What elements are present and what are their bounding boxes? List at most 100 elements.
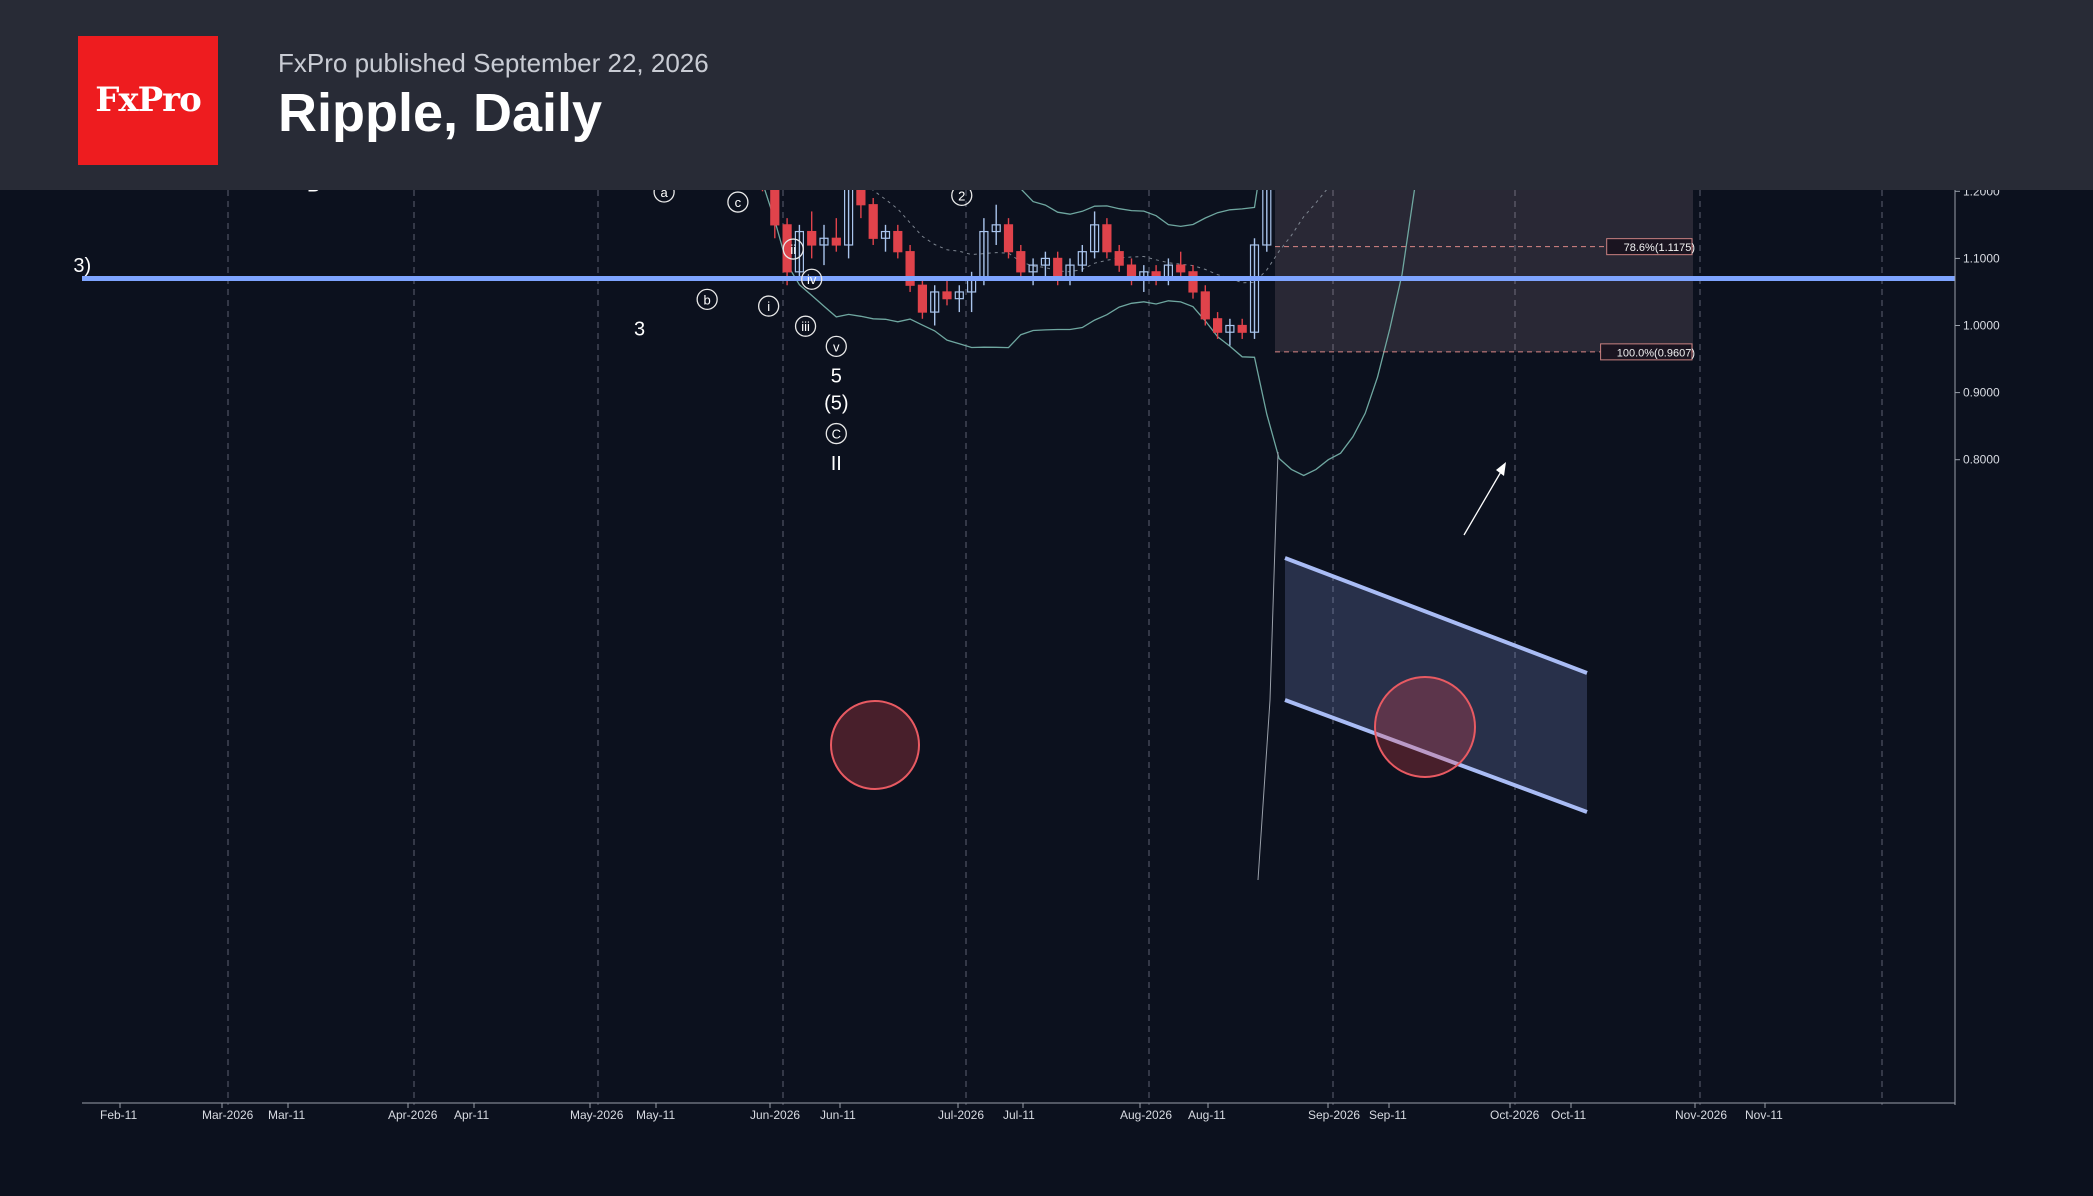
- candle: [991, 204, 1001, 245]
- candle: [1077, 244, 1087, 272]
- x-tick-label: Aug-11: [1188, 1108, 1226, 1122]
- wave-label-ring: [825, 422, 847, 445]
- fib-level-label: 78.6%(1.1175): [1624, 242, 1695, 254]
- wave-label: b: [696, 288, 718, 311]
- fxpro-logo: FxPro: [78, 36, 218, 165]
- fib-level-label: 100.0%(0.9607): [1617, 347, 1695, 359]
- channel-upper-line: [1284, 556, 1588, 675]
- candle-body: [1225, 324, 1235, 333]
- fib-label-box: [1600, 343, 1693, 361]
- candle: [905, 244, 915, 292]
- wave-label: i: [758, 295, 780, 317]
- wave-label: B: [307, 190, 320, 196]
- wave-label-ring: [951, 190, 973, 207]
- x-tick-label: Jun-11: [820, 1108, 856, 1122]
- candle: [1188, 265, 1198, 299]
- candle: [1262, 190, 1272, 252]
- candle: [979, 218, 989, 286]
- fib-level: 78.6%(1.1175): [1275, 238, 1695, 256]
- x-tick-label: Apr-11: [454, 1108, 489, 1122]
- wave-label-text: 3: [634, 319, 645, 341]
- candle: [1212, 312, 1223, 339]
- candle-body: [856, 190, 866, 206]
- candle-body: [831, 237, 841, 246]
- wave-label: ii: [782, 238, 804, 260]
- wave-label-text: i: [767, 299, 770, 314]
- candle-body: [1040, 257, 1051, 266]
- candle: [1126, 258, 1137, 286]
- candle: [1176, 251, 1186, 279]
- candle: [954, 285, 964, 313]
- wave-label-text: 5: [831, 366, 842, 388]
- wave-label-ring: [727, 191, 749, 213]
- candle: [831, 218, 841, 252]
- wave-label: c: [727, 191, 749, 213]
- candle-body: [819, 237, 829, 246]
- candle: [1003, 218, 1014, 259]
- candle-body: [880, 230, 891, 239]
- fibonacci-zone: [1275, 190, 1693, 352]
- candle: [843, 190, 854, 259]
- channel-lower-line: [1284, 698, 1588, 814]
- y-tick-label: 0.8000: [1963, 453, 2000, 467]
- wave-label-text: 3): [73, 255, 91, 277]
- page-title: Ripple, Daily: [278, 83, 603, 143]
- x-tick-label: Jul-11: [1003, 1108, 1035, 1122]
- candle: [856, 190, 866, 219]
- axes: 2.00001.90001.80001.70001.60001.50001.40…: [82, 190, 2000, 1122]
- wave-label-ring: [653, 190, 675, 203]
- candle-body: [770, 190, 780, 226]
- wave-label: (5): [824, 392, 848, 414]
- wave-label-text: iii: [801, 319, 810, 334]
- wave-label-text: b: [704, 292, 711, 307]
- wave-label-ring: [758, 295, 780, 317]
- candle-body: [1016, 251, 1026, 273]
- highlight-circle: [1374, 676, 1476, 778]
- candlestick-series: [761, 190, 1272, 346]
- candle: [1016, 244, 1026, 279]
- x-tick-label: Oct-2026: [1490, 1108, 1540, 1122]
- wave-label-ring: [825, 335, 847, 357]
- wave-label: II: [831, 453, 842, 475]
- candle-body: [1249, 244, 1260, 333]
- candle: [1249, 238, 1260, 339]
- fibonacci-levels: 0.0%(1.6932)23.6%(1.5203)38.2%(1.4134)50…: [1275, 238, 1695, 361]
- candle: [1102, 218, 1112, 259]
- candle-body: [1028, 264, 1038, 273]
- wave-label-text: iv: [807, 272, 817, 287]
- header-bar: FxPro FxPro published September 22, 2026…: [0, 0, 2093, 190]
- published-info: FxPro published September 22, 2026: [278, 48, 709, 78]
- fib-zone-box: [1275, 190, 1693, 352]
- candle: [770, 190, 780, 239]
- candle-body: [905, 251, 915, 286]
- x-tick-label: Aug-2026: [1120, 1108, 1172, 1122]
- candle-body: [1077, 251, 1087, 266]
- fib-level: 100.0%(0.9607): [1275, 343, 1695, 361]
- candle-body: [1212, 318, 1223, 333]
- wave-label: 2: [951, 190, 973, 207]
- candle-body: [1114, 251, 1124, 266]
- candle-body: [1176, 264, 1186, 273]
- x-tick-label: Jul-2026: [938, 1108, 984, 1122]
- candle-body: [1003, 224, 1014, 253]
- wave-label: v: [825, 335, 847, 357]
- candle-body: [1053, 257, 1063, 280]
- annotations: [830, 451, 1506, 881]
- candle: [917, 278, 928, 319]
- candle-body: [917, 284, 928, 313]
- wave-label: 3: [634, 319, 645, 341]
- candle-body: [807, 230, 817, 246]
- wave-label: 3): [73, 255, 91, 277]
- candle-body: [893, 230, 903, 253]
- candle: [1200, 285, 1210, 326]
- candle-body: [1102, 224, 1112, 253]
- wave-label: a: [653, 190, 675, 203]
- wave-label-ring: [794, 315, 817, 337]
- wave-label-text: 2: [958, 190, 965, 203]
- y-tick-label: 1.2000: [1963, 190, 2000, 198]
- x-tick-label: Nov-11: [1745, 1108, 1783, 1122]
- price-chart: 0.0%(1.6932)23.6%(1.5203)38.2%(1.4134)50…: [73, 190, 2000, 1122]
- bollinger-upper: [1021, 190, 1258, 228]
- wave-label-text: a: [660, 190, 668, 200]
- horizontal-levels: [82, 276, 1955, 282]
